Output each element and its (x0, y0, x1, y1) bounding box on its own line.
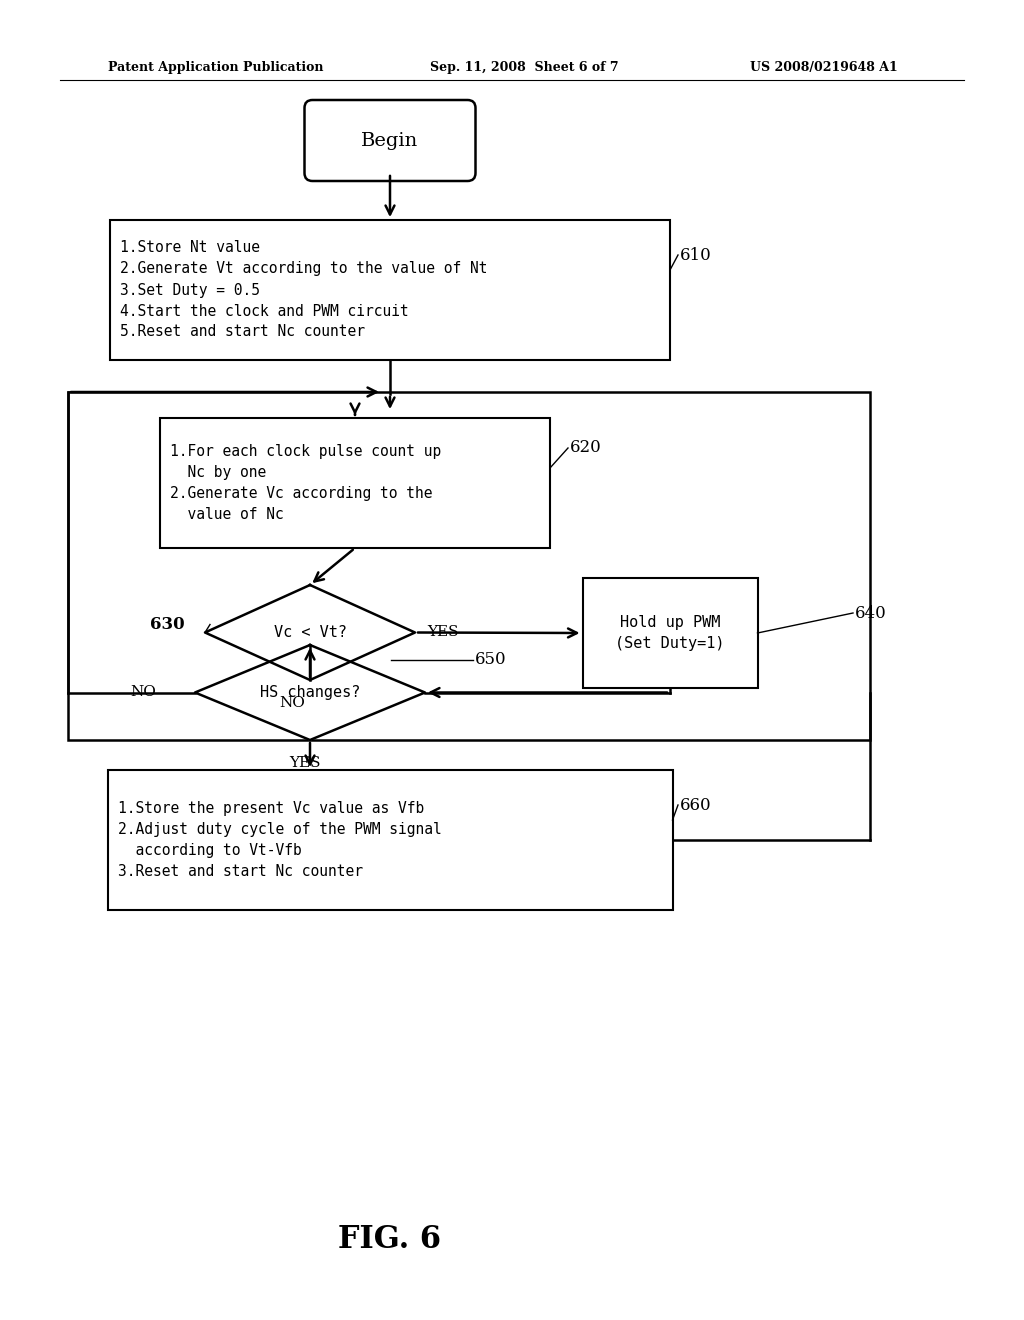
Text: Begin: Begin (361, 132, 419, 149)
Bar (160, 418, 550, 548)
Polygon shape (195, 645, 425, 741)
Text: FIG. 6: FIG. 6 (339, 1225, 441, 1255)
Bar (110, 220, 670, 360)
Bar (108, 770, 673, 909)
Text: Sep. 11, 2008  Sheet 6 of 7: Sep. 11, 2008 Sheet 6 of 7 (430, 62, 618, 74)
Text: 1.Store the present Vc value as Vfb
2.Adjust duty cycle of the PWM signal
  acco: 1.Store the present Vc value as Vfb 2.Ad… (118, 801, 441, 879)
Text: Vc < Vt?: Vc < Vt? (273, 624, 346, 640)
Text: Patent Application Publication: Patent Application Publication (108, 62, 324, 74)
Text: NO: NO (280, 696, 305, 710)
Text: 620: 620 (570, 440, 602, 457)
Bar (583, 578, 758, 688)
Text: 1.Store Nt value
2.Generate Vt according to the value of Nt
3.Set Duty = 0.5
4.S: 1.Store Nt value 2.Generate Vt according… (120, 240, 487, 339)
FancyBboxPatch shape (304, 100, 475, 181)
Text: 640: 640 (855, 605, 887, 622)
Bar (68, 392, 870, 741)
Text: NO: NO (130, 685, 156, 700)
Text: Hold up PWM
(Set Duty=1): Hold up PWM (Set Duty=1) (615, 615, 725, 651)
Text: YES: YES (427, 626, 459, 639)
Text: 660: 660 (680, 796, 712, 813)
Text: HS changes?: HS changes? (260, 685, 360, 700)
Text: 610: 610 (680, 247, 712, 264)
Text: 630: 630 (150, 616, 184, 634)
Text: YES: YES (289, 756, 321, 770)
Polygon shape (205, 585, 415, 680)
Text: US 2008/0219648 A1: US 2008/0219648 A1 (750, 62, 898, 74)
Text: 1.For each clock pulse count up
  Nc by one
2.Generate Vc according to the
  val: 1.For each clock pulse count up Nc by on… (170, 444, 441, 521)
Text: 650: 650 (475, 652, 507, 668)
